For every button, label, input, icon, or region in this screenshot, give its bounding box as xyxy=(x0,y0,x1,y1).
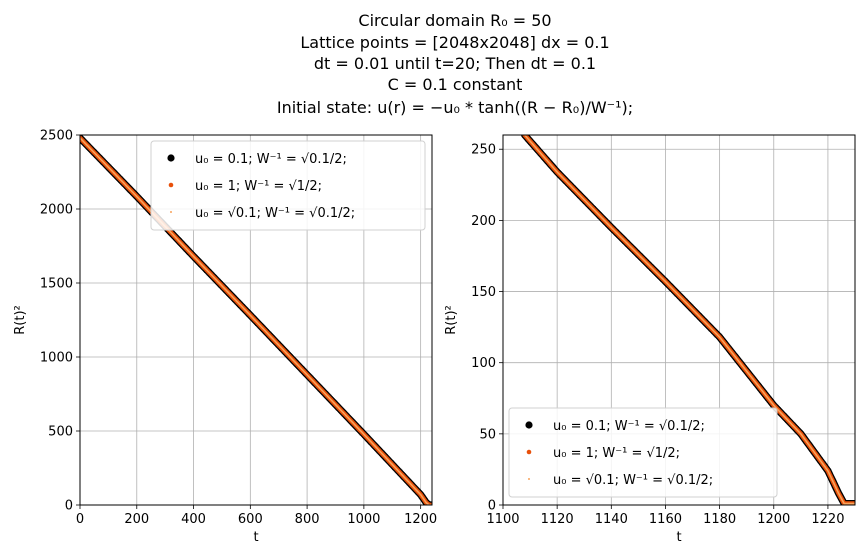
y-tick-label: 0 xyxy=(65,499,73,514)
legend-marker xyxy=(526,449,532,455)
x-tick-label: 1160 xyxy=(649,512,682,527)
x-axis-label: t xyxy=(253,530,258,545)
legend-entry: u₀ = √0.1; W⁻¹ = √0.1/2; xyxy=(553,473,713,488)
x-tick-label: 1100 xyxy=(486,512,519,527)
y-axis-label: R(t)² xyxy=(13,305,28,335)
x-tick-label: 0 xyxy=(76,512,84,527)
title-line-1: Circular domain R₀ = 50 xyxy=(358,11,551,30)
legend-box xyxy=(508,407,778,498)
x-tick-label: 1180 xyxy=(703,512,736,527)
y-tick-label: 100 xyxy=(471,356,496,371)
legend-marker xyxy=(167,154,175,162)
legend-entry: u₀ = 0.1; W⁻¹ = √0.1/2; xyxy=(553,419,705,434)
x-tick-label: 600 xyxy=(238,512,263,527)
title-line-3: dt = 0.01 until t=20; Then dt = 0.1 xyxy=(314,54,596,73)
x-tick-label: 1120 xyxy=(541,512,574,527)
y-tick-label: 1500 xyxy=(40,277,73,292)
legend-entry: u₀ = 1; W⁻¹ = √1/2; xyxy=(195,179,322,194)
title-line-5: Initial state: u(r) = −u₀ * tanh((R − R₀… xyxy=(277,98,633,117)
y-tick-label: 2500 xyxy=(40,129,73,144)
legend-entry: u₀ = 1; W⁻¹ = √1/2; xyxy=(553,446,680,461)
title-line-2: Lattice points = [2048x2048] dx = 0.1 xyxy=(300,33,609,52)
legend-marker xyxy=(168,182,174,188)
y-tick-label: 150 xyxy=(471,285,496,300)
x-tick-label: 1140 xyxy=(595,512,628,527)
y-tick-label: 250 xyxy=(471,143,496,158)
legend-box xyxy=(150,140,426,231)
y-axis-label: R(t)² xyxy=(444,305,459,335)
x-tick-label: 800 xyxy=(295,512,320,527)
axes-frame xyxy=(79,134,433,506)
y-tick-label: 0 xyxy=(488,499,496,514)
x-axis-label: t xyxy=(676,530,681,545)
right-subplot: 1100 1120 1140 1160 1180 1200 1220 0 50 100 150 200… xyxy=(444,134,856,545)
y-tick-label: 200 xyxy=(471,214,496,229)
figure-title: Circular domain R₀ = 50 Lattice points =… xyxy=(277,11,633,117)
y-tick-label: 2000 xyxy=(40,203,73,218)
x-tick-label: 1200 xyxy=(404,512,437,527)
legend-marker xyxy=(528,478,530,480)
x-tick-label: 200 xyxy=(124,512,149,527)
y-tick-label: 50 xyxy=(479,427,496,442)
legend-marker xyxy=(525,421,533,429)
y-tick-label: 1000 xyxy=(40,351,73,366)
x-tick-label: 400 xyxy=(181,512,206,527)
left-subplot: 0 200 400 600 800 1000 1200 0 500 1000 1500 2000 250… xyxy=(13,129,437,546)
y-tick-label: 500 xyxy=(48,425,73,440)
legend: u₀ = 0.1; W⁻¹ = √0.1/2; u₀ = 1; W⁻¹ = √1/… xyxy=(150,140,426,231)
x-tick-label: 1200 xyxy=(757,512,790,527)
axes-frame xyxy=(502,134,856,506)
x-tick-label: 1220 xyxy=(811,512,844,527)
title-line-4: C = 0.1 constant xyxy=(388,75,523,94)
legend-marker xyxy=(170,211,172,213)
legend: u₀ = 0.1; W⁻¹ = √0.1/2; u₀ = 1; W⁻¹ = √1/… xyxy=(508,407,778,498)
series-3 xyxy=(523,135,855,505)
data-points xyxy=(521,135,855,505)
legend-entry: u₀ = √0.1; W⁻¹ = √0.1/2; xyxy=(195,206,355,221)
x-tick-label: 1000 xyxy=(347,512,380,527)
legend-entry: u₀ = 0.1; W⁻¹ = √0.1/2; xyxy=(195,152,347,167)
